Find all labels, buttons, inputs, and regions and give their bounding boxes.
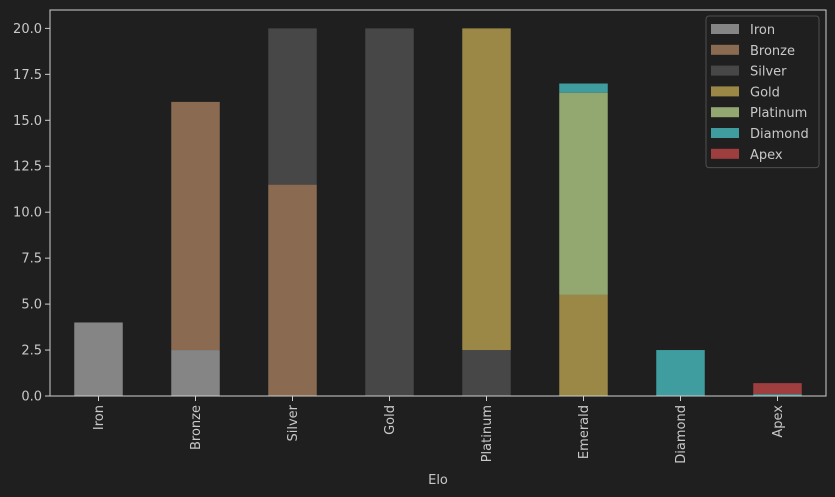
- y-tick-label: 5.0: [21, 298, 42, 313]
- y-tick-label: 15.0: [13, 114, 42, 129]
- x-tick-label: Emerald: [577, 405, 592, 459]
- legend-swatch-gold: [711, 86, 739, 97]
- bar-iron-bronze: [171, 350, 220, 396]
- x-tick-label: Apex: [771, 405, 786, 438]
- y-tick-label: 20.0: [13, 22, 42, 37]
- y-tick-label: 0.0: [21, 390, 42, 405]
- y-tick-label: 2.5: [21, 344, 42, 359]
- x-tick-label: Bronze: [189, 405, 204, 450]
- y-tick-label: 10.0: [13, 206, 42, 221]
- legend-swatch-apex: [711, 148, 739, 159]
- legend-swatch-diamond: [711, 128, 739, 138]
- legend-label-platinum: Platinum: [750, 106, 807, 121]
- legend-swatch-bronze: [711, 44, 739, 55]
- legend-swatch-iron: [711, 24, 739, 34]
- x-tick-label: Diamond: [674, 405, 689, 464]
- legend-label-bronze: Bronze: [750, 44, 795, 59]
- legend-swatch-platinum: [711, 107, 739, 118]
- bar-silver-silver: [268, 28, 317, 185]
- legend-label-gold: Gold: [750, 85, 780, 100]
- bar-platinum-emerald: [559, 92, 608, 295]
- y-tick-label: 7.5: [21, 252, 42, 267]
- x-tick-label: Gold: [383, 405, 398, 435]
- bar-gold-emerald: [559, 294, 608, 396]
- bar-iron-iron: [74, 322, 123, 396]
- legend-label-diamond: Diamond: [750, 127, 809, 142]
- x-tick-label: Platinum: [480, 405, 495, 462]
- legend-label-apex: Apex: [750, 148, 783, 163]
- bar-bronze-silver: [268, 184, 317, 396]
- y-tick-label: 12.5: [13, 160, 42, 175]
- legend-label-iron: Iron: [750, 23, 775, 38]
- bar-diamond-emerald: [559, 83, 608, 93]
- legend-label-silver: Silver: [750, 65, 787, 80]
- bar-silver-gold: [365, 28, 414, 396]
- y-tick-label: 17.5: [13, 68, 42, 83]
- bar-apex-apex: [753, 383, 802, 395]
- x-tick-label: Silver: [286, 404, 301, 441]
- bar-bronze-bronze: [171, 101, 220, 351]
- x-tick-label: Iron: [92, 405, 107, 430]
- legend-swatch-silver: [711, 65, 739, 76]
- plot-frame: [49, 9, 827, 397]
- x-axis-label: Elo: [428, 473, 448, 488]
- bar-gold-platinum: [462, 28, 511, 351]
- axes-group: 0.0 2.5 5.0 7.5 10.0 12.5 15.0 17.5 20.0 Iron Bron…: [13, 9, 827, 464]
- bar-diamond-diamond: [656, 350, 705, 396]
- bars-group: [74, 28, 802, 396]
- bar-silver-platinum: [462, 350, 511, 396]
- legend: Iron Bronze Silver Gold Platinum Diamond Apex: [705, 15, 820, 169]
- bar-diamond-apex: [753, 394, 802, 396]
